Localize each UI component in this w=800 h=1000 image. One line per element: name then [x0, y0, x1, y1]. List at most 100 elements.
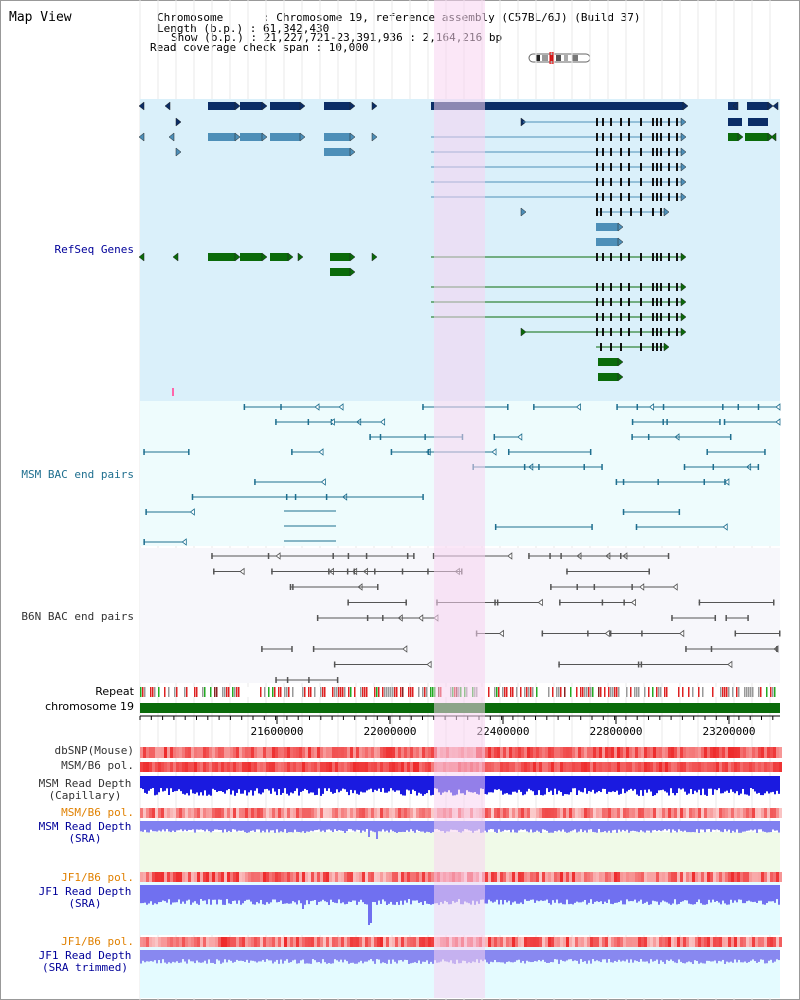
msm-capillary-depth-bar [306, 776, 308, 791]
jf1-sra-depth-bar [266, 885, 268, 903]
jf1-b6-pol-cell [608, 872, 611, 882]
jf1-sra-depth-bar [506, 885, 508, 903]
jf1-b6-pol2-cell [233, 937, 236, 947]
jf1-sra-depth-bar [404, 885, 406, 901]
msm-capillary-depth-bar [488, 776, 490, 793]
msm-b6-pol-cell [629, 762, 632, 772]
jf1-sra-depth-bar [728, 885, 730, 905]
gene-exon-tick [652, 343, 654, 351]
msm-b6-pol-cell [317, 762, 320, 772]
repeat-element [648, 687, 650, 697]
jf1-b6-pol-cell [614, 872, 617, 882]
msm-b6-pol2-cell [584, 808, 587, 818]
repeat-element [722, 687, 724, 697]
repeat-element [374, 687, 376, 697]
bac-end [211, 553, 213, 559]
jf1-sra-depth-bar [140, 885, 142, 904]
msm-sra-depth-bar [300, 821, 302, 833]
jf1-b6-pol-cell [227, 872, 230, 882]
jf1-b6-pol-cell [338, 872, 341, 882]
jf1-b6-pol2-cell [710, 937, 713, 947]
msm-sra-depth-bar [668, 821, 670, 830]
jf1-sra-depth-bar [748, 885, 750, 901]
gene-exon-tick [620, 208, 622, 216]
jf1-sra-depth-bar [230, 885, 232, 905]
jf1-sra-depth-bar [234, 885, 236, 901]
bac-end [637, 661, 640, 668]
repeat-element [202, 687, 204, 697]
gene-exon-tick [668, 298, 670, 306]
msm-sra-depth-bar [252, 821, 254, 831]
msm-b6-pol-cell [155, 762, 158, 772]
bac-end [559, 599, 561, 606]
msm-b6-pol2-cell [224, 808, 227, 818]
msm-capillary-depth-bar [242, 776, 244, 794]
gene-exon-tick [610, 328, 612, 336]
bac-end [494, 524, 497, 530]
gene-exon [728, 118, 742, 126]
msm-capillary-depth-bar [430, 776, 432, 796]
jf1-b6-pol2-cell [344, 937, 347, 947]
repeat-element [292, 687, 294, 697]
dbsnp-cell [428, 747, 431, 758]
msm-capillary-depth-bar [266, 776, 268, 789]
jf1-trim-depth-bar [258, 950, 260, 962]
msm-sra-depth-bar [726, 821, 728, 832]
jf1-b6-pol2-cell [407, 937, 410, 947]
read-depth-tracks[interactable] [140, 776, 780, 964]
jf1-sra-depth-bar [360, 885, 362, 900]
repeat-element [774, 687, 776, 697]
jf1-b6-pol2-cell [770, 937, 773, 947]
msm-capillary-depth-bar [364, 776, 366, 793]
msm-capillary-depth-bar [778, 776, 780, 794]
msm-sra-depth-bar [704, 821, 706, 833]
msm-b6-pol2-cell [341, 808, 344, 818]
msm-capillary-depth-bar [264, 776, 266, 790]
jf1-trim-depth-bar [554, 950, 556, 960]
msm-capillary-depth-bar [154, 776, 156, 796]
jf1-sra-depth-bar [382, 885, 384, 900]
bac-end-arrow [418, 614, 424, 622]
jf1-sra-depth-bar [344, 885, 346, 905]
jf1-b6-pol2-cell [680, 937, 683, 947]
msm-b6-pol-cell [230, 762, 233, 772]
msm-b6-pol2-cell [758, 808, 761, 818]
msm-capillary-depth-bar [408, 776, 410, 791]
msm-b6-pol-cell [374, 762, 377, 772]
dbsnp-cell [341, 747, 344, 758]
msm-capillary-depth-bar [204, 776, 206, 791]
dbsnp-cell [755, 747, 758, 758]
msm-b6-pol2-cell [638, 808, 641, 818]
msm-capillary-depth-bar [380, 776, 382, 792]
msm-capillary-depth-bar [402, 776, 404, 796]
gene-exon-tick [610, 118, 612, 126]
msm-sra-depth-bar [404, 821, 406, 833]
jf1-b6-pol2-cell [746, 937, 749, 947]
dbsnp-cell [329, 747, 332, 758]
jf1-b6-pol-cell [245, 872, 248, 882]
jf1-trim-depth-bar [612, 950, 614, 963]
jf1-b6-pol2-cell [527, 937, 530, 947]
msm-sra-depth-bar [376, 821, 378, 839]
msm-capillary-depth-bar [194, 776, 196, 794]
msm-b6-pol2-cell [668, 808, 671, 818]
msm-capillary-depth-bar [424, 776, 426, 795]
jf1-trim-depth-bar [168, 950, 170, 963]
dbsnp-cell [185, 747, 188, 758]
repeat-element [526, 687, 528, 697]
jf1-b6-pol2-cell [728, 937, 731, 947]
jf1-b6-pol-cell [593, 872, 596, 882]
jf1-b6-pol-cell [773, 872, 776, 882]
jf1-trim-depth-bar [536, 950, 538, 962]
jf1-sra-depth-bar [696, 885, 698, 903]
jf1-trim-depth-bar [320, 950, 322, 964]
dbsnp-cell [200, 747, 203, 758]
msm-sra-depth-bar [374, 821, 376, 833]
msm-capillary-depth-bar [238, 776, 240, 790]
msm-bac-track[interactable] [143, 403, 781, 546]
dbsnp-cell [383, 747, 386, 758]
repeat-element [332, 687, 334, 697]
gene-exon [598, 373, 618, 381]
msm-b6-pol-cell [179, 762, 182, 772]
